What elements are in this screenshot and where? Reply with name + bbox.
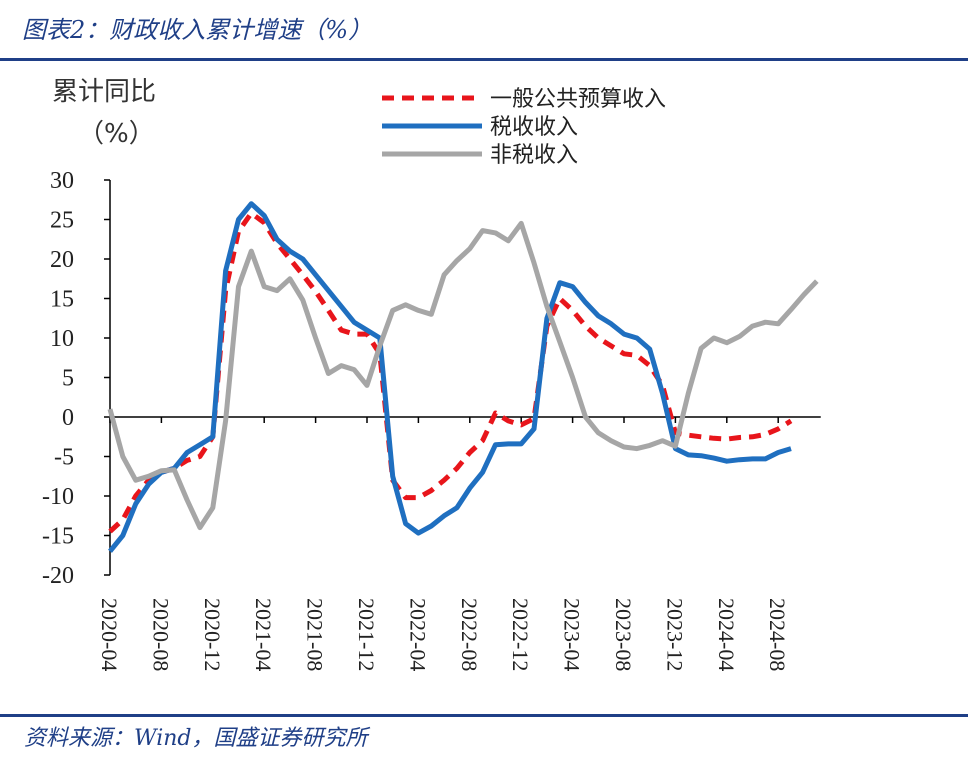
x-tick-label: 2023-04 [560,598,585,671]
y-axis-label-line1: 累计同比 [52,77,156,107]
y-tick-label: -15 [42,524,74,550]
x-tick-label: 2022-12 [508,598,533,671]
x-tick-label: 2020-12 [200,598,225,671]
legend-label-2: 非税收入 [490,143,578,168]
y-tick-label: -20 [42,563,74,589]
series-line-1 [108,201,792,553]
legend-label-1: 税收收入 [490,115,578,140]
x-tick-label: 2024-08 [765,598,790,671]
y-tick-label: -5 [54,445,74,471]
series-line-0 [108,210,793,534]
series-layer [107,201,819,553]
x-tick-label: 2020-04 [97,598,122,671]
y-tick-label: 20 [50,247,74,273]
x-tick-label: 2022-08 [457,598,482,671]
x-tick-label: 2021-12 [354,598,379,671]
x-tick-label: 2024-04 [714,598,739,671]
x-tick-label: 2020-08 [148,598,173,671]
top-rule [0,58,968,61]
legend-label-0: 一般公共预算收入 [490,87,666,112]
y-tick-label: 5 [62,366,74,392]
bottom-rule [0,714,968,717]
x-tick-label: 2022-04 [405,598,430,671]
y-tick-label: 15 [50,287,74,313]
y-tick-label: 0 [62,405,74,431]
x-tick-label: 2023-12 [662,598,687,671]
series-line-2 [107,220,819,531]
y-tick-label: 10 [50,326,74,352]
y-tick-label: 25 [50,208,74,234]
chart-title: 图表2：财政收入累计增速（%） [22,16,373,44]
x-tick-label: 2023-08 [611,598,636,671]
y-tick-label: 30 [50,168,74,194]
x-tick-label: 2021-08 [303,598,328,671]
y-axis-label-line2: （%） [78,119,155,149]
source-note: 资料来源：Wind，国盛证券研究所 [24,726,368,751]
x-tick-label: 2021-04 [251,598,276,671]
y-tick-label: -10 [42,484,74,510]
chart-axes: 累计同比 （%）30 25 20 15 10 5 0 -5 -10 -15 -20 2020-04 202… [42,77,821,671]
